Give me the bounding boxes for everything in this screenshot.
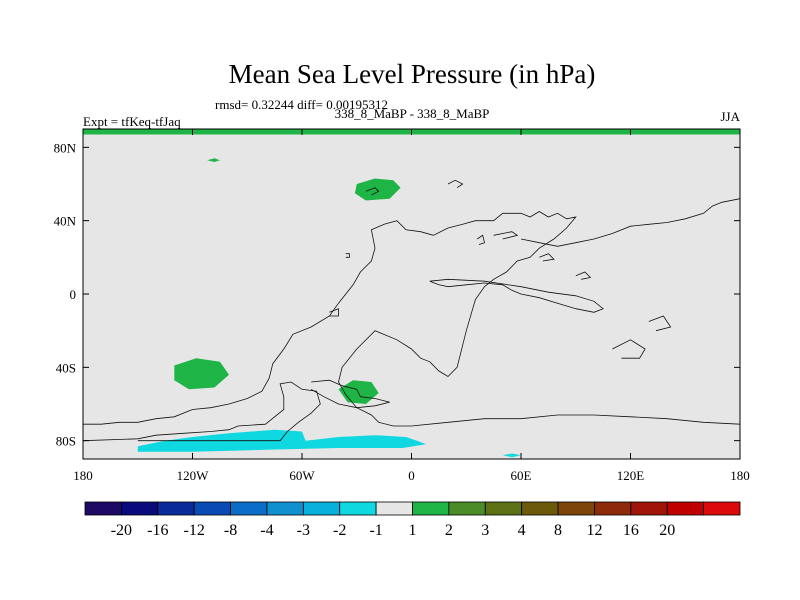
colorbar-label: -4 xyxy=(260,522,273,539)
colorbar-swatch-17 xyxy=(666,501,705,516)
colorbar-label: -12 xyxy=(184,522,205,539)
coastline-6 xyxy=(329,308,339,317)
anomaly-region-7 xyxy=(502,453,521,458)
y-tick-label: 80N xyxy=(54,140,77,155)
coastline-10 xyxy=(476,234,485,245)
colorbar-swatch-1 xyxy=(84,501,122,516)
anomaly-fields xyxy=(83,129,740,458)
y-axis: 80N 40N 0 40S 80S xyxy=(54,140,740,449)
case-label: 338_8_MaBP - 338_8_MaBP xyxy=(335,106,490,121)
y-tick-label: 40N xyxy=(54,214,77,229)
colorbar-label: -20 xyxy=(111,522,132,539)
y-tick-label: 40S xyxy=(56,360,76,375)
map-plot-area xyxy=(82,128,741,460)
colorbar-swatch-11 xyxy=(448,501,486,516)
colorbar-label: 20 xyxy=(659,522,675,539)
coastlines xyxy=(82,179,741,442)
colorbar-swatch-4 xyxy=(193,501,231,516)
x-tick-label: 0 xyxy=(408,468,415,483)
x-axis: 180 120W 60W 0 60E 120E 180 xyxy=(73,129,750,483)
anomaly-region-2 xyxy=(207,158,220,162)
anomaly-region-4 xyxy=(174,358,229,390)
colorbar-swatch-8 xyxy=(339,501,377,516)
coastline-15 xyxy=(648,315,672,332)
coastline-14 xyxy=(612,339,646,359)
colorbar-swatch-3 xyxy=(157,501,195,516)
colorbar-swatch-16 xyxy=(630,501,668,516)
colorbar-swatch-14 xyxy=(557,501,595,516)
colorbar-label: 16 xyxy=(623,522,639,539)
coastline-12 xyxy=(539,253,555,262)
colorbar-swatch-2 xyxy=(120,501,159,516)
coastline-4 xyxy=(520,198,741,247)
coastline-9 xyxy=(447,179,464,189)
colorbar-swatch-12 xyxy=(484,501,523,516)
coastline-8 xyxy=(345,253,350,258)
colorbar-swatch-15 xyxy=(594,501,632,516)
colorbar-swatch-5 xyxy=(230,501,268,516)
colorbar-label: 12 xyxy=(586,522,602,539)
colorbar-swatch-9 xyxy=(375,501,413,516)
x-tick-label: 180 xyxy=(730,468,750,483)
colorbar-swatch-18 xyxy=(703,501,741,516)
coastline-11 xyxy=(493,231,519,240)
colorbar-label: 4 xyxy=(518,522,526,539)
chart-title: Mean Sea Level Pressure (in hPa) xyxy=(229,59,596,89)
x-tick-label: 60E xyxy=(511,468,532,483)
x-tick-label: 180 xyxy=(73,468,93,483)
y-tick-label: 80S xyxy=(56,434,76,449)
colorbar-label: 3 xyxy=(481,522,489,539)
coastline-13 xyxy=(575,271,592,280)
colorbar: -20 -16 -12 -8 -4 -3 -2 -1 1 2 3 4 8 12 16 20 xyxy=(84,501,741,539)
anomaly-region-6 xyxy=(137,429,427,452)
x-tick-label: 120W xyxy=(177,468,210,483)
colorbar-label: -16 xyxy=(147,522,168,539)
x-tick-label: 120E xyxy=(617,468,645,483)
coastline-3 xyxy=(310,379,390,409)
experiment-label: Expt = tfKeq-tfJaq xyxy=(83,114,181,129)
colorbar-label: -1 xyxy=(369,522,382,539)
colorbar-swatch-10 xyxy=(412,501,450,516)
colorbar-swatch-7 xyxy=(302,501,341,516)
colorbar-label: -2 xyxy=(333,522,346,539)
y-tick-label: 0 xyxy=(70,287,77,302)
colorbar-label: -8 xyxy=(224,522,237,539)
anomaly-region-3 xyxy=(354,178,401,201)
colorbar-swatch-6 xyxy=(266,501,304,516)
colorbar-label: -3 xyxy=(297,522,310,539)
x-tick-label: 60W xyxy=(289,468,315,483)
season-label: JJA xyxy=(720,109,740,124)
colorbar-label: 8 xyxy=(554,522,562,539)
coastline-1 xyxy=(83,211,741,427)
coastline-5 xyxy=(429,278,604,313)
colorbar-label: 1 xyxy=(409,522,417,539)
coastline-7 xyxy=(365,187,380,196)
map-background xyxy=(83,129,740,459)
colorbar-label: 2 xyxy=(445,522,453,539)
colorbar-swatch-13 xyxy=(521,501,559,516)
coastline-2 xyxy=(82,381,321,442)
stats-label: rmsd= 0.32244 diff= 0.00195312 xyxy=(215,97,388,112)
